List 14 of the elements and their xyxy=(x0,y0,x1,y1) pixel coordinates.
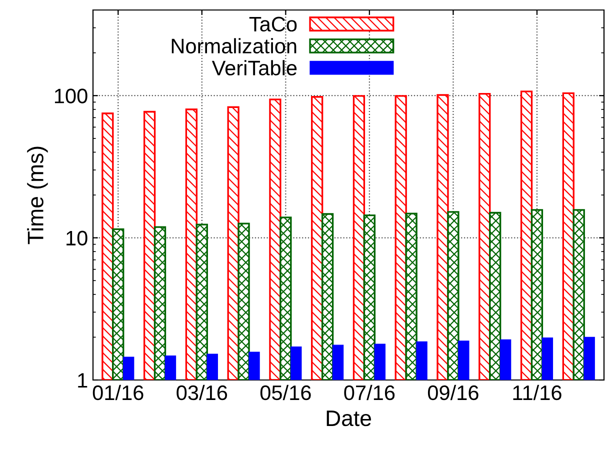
x-tick-label: 03/16 xyxy=(176,384,228,400)
x-tick-label: 01/16 xyxy=(92,384,144,400)
x-axis-title: Date xyxy=(326,410,371,426)
y-axis-title: Time (ms) xyxy=(27,146,48,244)
legend-label: Normalization xyxy=(172,38,296,54)
y-tick-label: 100 xyxy=(54,88,88,104)
x-tick-label: 05/16 xyxy=(260,384,311,400)
legend-label: VeriTable xyxy=(212,60,297,76)
legend-label: TaCo xyxy=(249,16,297,32)
x-tick-label: 09/16 xyxy=(428,384,478,400)
x-tick-label: 07/16 xyxy=(344,384,395,400)
x-tick-label: 11/16 xyxy=(513,384,562,400)
y-tick-label: 10 xyxy=(66,230,88,246)
y-tick-label: 1 xyxy=(78,373,88,388)
